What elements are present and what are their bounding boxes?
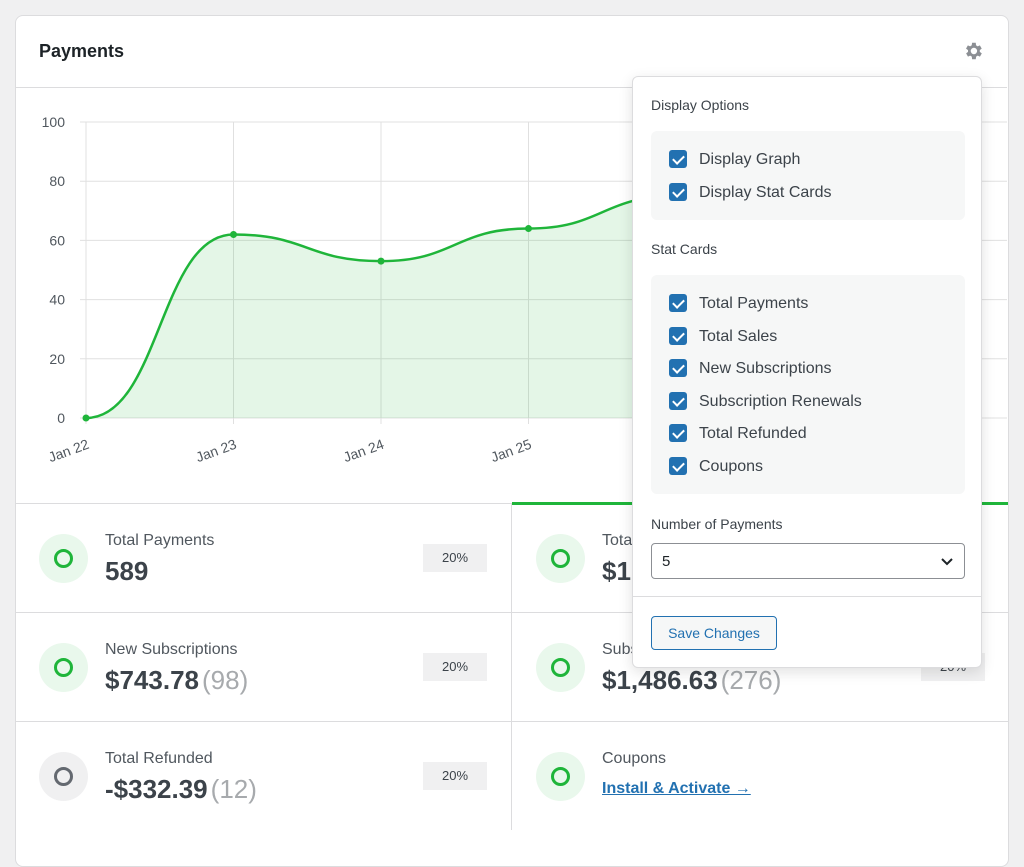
stat-card: Total Payments 589 20% — [15, 503, 512, 612]
checkbox[interactable]: Coupons — [669, 456, 763, 478]
stat-icon — [39, 534, 88, 583]
stat-label: New Subscriptions — [105, 641, 238, 658]
select-value: 5 — [662, 553, 671, 570]
y-tick-label: 40 — [49, 292, 65, 308]
stat-icon — [39, 752, 88, 801]
stat-card: New Subscriptions $743.78 (98) 20% — [15, 612, 512, 721]
checkbox[interactable]: Total Payments — [669, 293, 808, 315]
x-tick-label: Jan 23 — [194, 436, 239, 465]
stat-value: -$332.39 (12) — [105, 774, 257, 805]
options-box — [651, 131, 965, 220]
x-tick-label: Jan 22 — [46, 436, 91, 465]
stat-label: Coupons — [602, 750, 667, 767]
checkbox[interactable]: Subscription Renewals — [669, 391, 862, 413]
point — [230, 230, 237, 238]
icon-glyph — [54, 658, 73, 677]
icon-glyph — [54, 767, 73, 786]
section-title: Display Options — [651, 97, 750, 113]
stat-value: $1 — [602, 556, 631, 587]
install-link[interactable]: Install & Activate → — [602, 780, 751, 797]
icon-glyph — [551, 549, 570, 568]
icon-glyph — [551, 767, 570, 786]
icon-glyph — [54, 549, 73, 568]
checkbox[interactable]: Display Graph — [669, 149, 800, 171]
change-badge: 20% — [423, 544, 487, 572]
stat-label: Total Payments — [105, 532, 215, 549]
stat-card: Coupons Install & Activate → — [512, 721, 1009, 830]
stat-icon — [536, 643, 585, 692]
count: (12) — [210, 774, 257, 804]
value: $743.78 — [105, 665, 199, 695]
stat-value: $743.78 (98) — [105, 665, 248, 696]
change-badge: 20% — [423, 762, 487, 790]
area — [86, 196, 676, 418]
stat-icon — [536, 752, 585, 801]
stat-value: $1,486.63 (276) — [602, 665, 781, 696]
checkbox[interactable]: New Subscriptions — [669, 358, 832, 380]
stat-label: Total Refunded — [105, 750, 213, 767]
line — [85, 194, 677, 420]
point — [82, 414, 90, 422]
field-label: Number of Payments — [651, 516, 783, 532]
x-tick-label: Jan 25 — [489, 436, 534, 465]
header-divider — [16, 87, 1007, 88]
y-tick-label: 80 — [49, 173, 65, 189]
section-title: Stat Cards — [651, 241, 718, 257]
stat-icon — [39, 643, 88, 692]
checkbox[interactable]: Display Stat Cards — [669, 182, 832, 204]
checkbox[interactable]: Total Sales — [669, 326, 777, 348]
x-tick-label: Jan 24 — [341, 436, 386, 465]
checkbox[interactable]: Total Refunded — [669, 423, 807, 445]
page: Payments 0 20 40 60 80 100 Jan 22 Jan 23 Jan 24 J… — [0, 0, 1024, 845]
value: $1 — [602, 556, 631, 586]
number-select[interactable]: 5 — [651, 543, 965, 579]
y-tick-label: 60 — [49, 232, 65, 248]
count: (276) — [720, 665, 782, 695]
value: $1,486.63 — [602, 665, 718, 695]
display-options-popup: Display Options Display Graph Display St… — [632, 76, 982, 668]
y-tick-label: 20 — [49, 351, 65, 367]
change-badge: 20% — [423, 653, 487, 681]
stat-card: Total Refunded -$332.39 (12) 20% — [15, 721, 512, 830]
y-tick-label: 0 — [57, 410, 65, 426]
stat-icon — [536, 534, 585, 583]
stat-value: 589 — [105, 556, 148, 587]
select-arrow — [941, 558, 953, 566]
icon-glyph — [551, 658, 570, 677]
point — [377, 257, 385, 265]
value: -$332.39 — [105, 774, 208, 804]
value: 589 — [105, 556, 149, 586]
divider — [633, 596, 981, 597]
count: (98) — [201, 665, 249, 695]
save-button[interactable]: Save Changes — [651, 616, 777, 650]
y-tick-label: 100 — [42, 114, 66, 130]
settings-gear[interactable] — [962, 40, 984, 62]
point — [525, 225, 532, 233]
card-title: Payments — [39, 41, 125, 61]
